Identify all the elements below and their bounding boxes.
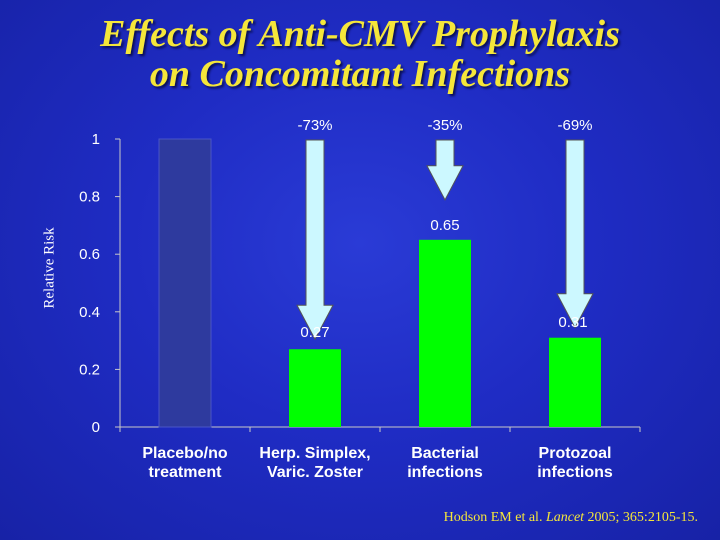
bar-placebo bbox=[158, 138, 212, 428]
bar-treatment bbox=[419, 239, 471, 427]
y-tick-label: 0 bbox=[92, 419, 100, 436]
x-category-label: treatment bbox=[149, 464, 223, 481]
data-label: 0.27 bbox=[300, 324, 329, 341]
y-tick-label: 0.6 bbox=[79, 246, 100, 263]
y-tick-label: 0.2 bbox=[79, 361, 100, 378]
x-category-label: Bacterial bbox=[411, 445, 479, 462]
citation-journal: Lancet bbox=[545, 510, 585, 525]
reduction-label: -73% bbox=[297, 117, 332, 134]
title-line-1: Effects of Anti-CMV Prophylaxis bbox=[100, 13, 620, 55]
reduction-arrow bbox=[556, 139, 594, 329]
citation-authors: Hodson EM et al. bbox=[443, 510, 543, 525]
x-category-label: Varic. Zoster bbox=[267, 464, 363, 481]
citation-details: 2005; 365:2105-15. bbox=[587, 510, 698, 525]
bar-treatment bbox=[289, 349, 341, 427]
y-axis-label: Relative Risk bbox=[41, 227, 58, 309]
reduction-arrow bbox=[296, 139, 334, 341]
slide-title: Effects of Anti-CMV Prophylaxis on Conco… bbox=[0, 14, 720, 94]
x-category-label: Protozoal bbox=[539, 445, 612, 462]
reduction-label: -69% bbox=[557, 117, 592, 134]
data-label: 0.31 bbox=[558, 314, 587, 331]
reduction-label: -35% bbox=[427, 117, 462, 134]
x-category-label: Herp. Simplex, bbox=[259, 445, 370, 462]
x-category-label: Placebo/no bbox=[142, 445, 228, 462]
y-tick-label: 0.4 bbox=[79, 304, 100, 321]
x-category-label: infections bbox=[537, 464, 613, 481]
x-category-label: infections bbox=[407, 464, 483, 481]
data-label: 0.65 bbox=[430, 217, 459, 234]
reduction-arrow bbox=[426, 139, 464, 201]
y-tick-label: 0.8 bbox=[79, 189, 100, 206]
y-tick-label: 1 bbox=[92, 131, 100, 148]
title-line-2: on Concomitant Infections bbox=[149, 53, 571, 95]
bar-treatment bbox=[549, 337, 601, 427]
citation: Hodson EM et al. Lancet 2005; 365:2105-1… bbox=[444, 510, 698, 526]
